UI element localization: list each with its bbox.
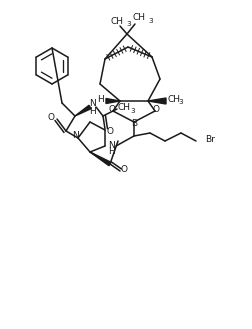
Text: N: N	[89, 99, 96, 109]
Text: B: B	[131, 118, 137, 128]
Text: O: O	[152, 106, 159, 114]
Text: CH: CH	[167, 94, 180, 104]
Text: O: O	[47, 114, 54, 122]
Text: N: N	[72, 131, 79, 139]
Text: CH: CH	[110, 16, 123, 26]
Polygon shape	[147, 98, 165, 104]
Text: 3: 3	[125, 21, 130, 27]
Polygon shape	[90, 152, 111, 166]
Text: CH: CH	[132, 13, 145, 22]
Polygon shape	[106, 98, 119, 104]
Text: 3: 3	[130, 108, 135, 114]
Text: CH: CH	[117, 104, 130, 113]
Text: Br: Br	[204, 136, 214, 144]
Polygon shape	[75, 105, 91, 116]
Text: 3: 3	[177, 99, 182, 105]
Text: O: O	[120, 165, 127, 174]
Text: O: O	[106, 126, 113, 136]
Text: H: H	[108, 147, 115, 157]
Text: H: H	[97, 95, 104, 105]
Text: O: O	[108, 106, 115, 114]
Text: N: N	[108, 140, 115, 149]
Text: 3: 3	[147, 18, 152, 24]
Text: H: H	[89, 107, 96, 115]
